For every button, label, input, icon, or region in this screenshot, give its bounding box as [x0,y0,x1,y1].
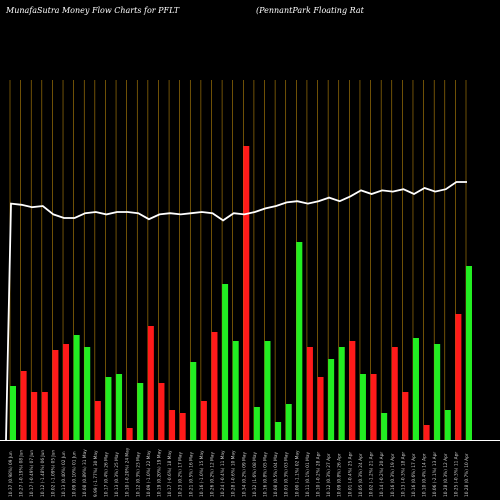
x-tick-label: 10.28 (-0.6%) 10 May [231,450,237,497]
x-tick-label: 10.26 (0.2%) 12 May [210,452,216,497]
x-tick-label: 10.17 (-0.6%) 18 May [167,450,173,497]
x-tick-label: 10.10 (-0.2%) 28 Apr [316,452,322,497]
x-tick-label: 10.02 (-1.2%) 21 Apr [369,452,375,497]
x-tick-label: 9.99 (-1.77%) 30 May [93,450,99,497]
x-tick-label: 10.28 (0.7%) 10 Apr [464,453,470,497]
x-tick-label: 10.16 (0.8%) 05 May [263,452,269,497]
x-tick-labels: 10.37 (0.98%) 09 Jun 10.27 (-0.19%) 08 Ju… [8,447,470,497]
x-tick-label: 10.09 (0.10%) 01 Jun [72,451,78,497]
money-flow-bar [84,347,91,440]
money-flow-bar [455,314,462,440]
money-flow-bar [402,392,409,440]
x-tick-label: 10.27 (-0.19%) 08 Jun [19,450,25,497]
money-flow-bar [285,404,292,440]
x-tick-label: 10.19 (0.20%) 19 May [157,449,163,497]
x-tick-label: 10.13 (0.3%) 25 May [114,452,120,497]
money-flow-bar [381,413,388,440]
x-tick-label: 10.00 (-1.1%) 02 May [294,450,300,497]
x-tick-label: 10.14 (-0.2%) 20 Apr [379,452,385,497]
money-flow-bar [466,266,472,440]
money-flow-bar [137,383,144,440]
money-flow-bar [63,344,70,440]
x-tick-label: 10.32 (1.6%) 08 May [252,452,258,497]
money-flow-bar [370,374,377,440]
x-tick-label: 10.02 (-1.09%) 05 Jun [50,450,56,497]
money-flow-bar [20,371,27,440]
x-tick-label: 10.28 (0.3%) 12 Apr [443,453,449,497]
company-name: (PennantPark Floating Rat [256,6,364,15]
money-flow-bar [296,242,303,440]
x-tick-label: 10.01 (-0.4%) 25 Apr [347,452,353,497]
price-line-path [5,181,467,441]
money-flow-bar [158,383,165,440]
money-flow-bar [232,341,239,440]
money-flow-bar [200,401,207,440]
x-tick-label: 10.21 (0.5%) 16 May [188,452,194,497]
money-flow-bar [222,284,229,440]
x-tick-label: 10.16 (0.6%) 17 Apr [411,453,417,497]
chart-header: MunafaSutra Money Flow Charts for PFLT (… [0,0,500,24]
x-tick-label: 10.13 (0.40%) 02 Jun [61,451,67,497]
money-flow-bar [31,392,38,440]
x-tick-label: 10.17 (-0.49%) 07 Jun [29,450,35,497]
x-tick-label: 10.12 (0.3%) 27 Apr [326,453,332,497]
x-tick-label: 10.13 (-0.3%) 18 Apr [400,452,406,497]
money-flow-bar [94,401,101,440]
x-tick-label: 10.10 (-0.20%) 24 May [125,447,131,497]
x-tick-label: 10.11 (0.1%) 01 May [305,452,311,497]
x-tick-label: 10.09 (0.8%) 26 Apr [337,453,343,497]
price-line [5,181,467,441]
money-flow-bar [328,359,335,440]
chart-title: MunafaSutra Money Flow Charts for PFLT [6,6,180,15]
x-tick-label: 10.12 (-1.48%) 06 Jun [40,450,46,497]
x-tick-label: 10.08 (0.89%) 31 May [82,449,88,497]
x-tick-label: 10.16 (-1.0%) 15 May [199,450,205,497]
money-flow-bar [264,341,271,440]
money-flow-bar [179,413,186,440]
x-tick-label: 10.16 (0.3%) 19 Apr [390,453,396,497]
money-flow-bar [10,386,16,440]
money-flow-bar [391,347,398,440]
money-flow-bar [243,146,250,440]
money-flow-bar [105,377,112,440]
money-flow-bar [73,335,80,440]
grid-lines [9,80,467,440]
x-tick-label: 10.23 (0.2%) 17 May [178,452,184,497]
x-tick-label: 10.08 (0.5%) 04 May [273,452,279,497]
money-flow-bar [169,410,176,440]
x-tick-label: 10.03 (0.3%) 03 May [284,452,290,497]
x-tick-label: 10.06 (-2.1%) 13 Apr [432,452,438,497]
money-flow-bar [349,341,356,440]
money-flow-bar [126,428,133,440]
x-tick-label: 10.09 (-1.0%) 22 May [146,450,152,497]
x-tick-label: 10.10 (0.4%) 14 Apr [422,453,428,497]
money-flow-bar [147,326,154,440]
money-flow-bar [41,392,48,440]
money-flow-bar [317,377,324,440]
money-flow-bar [359,374,366,440]
x-tick-label: 10.12 (0.3%) 23 May [135,452,141,497]
x-tick-label: 10.17 (0.4%) 26 May [103,452,109,497]
money-flow-bar [211,332,218,440]
money-flow-bar [434,344,441,440]
money-flow-bar [306,347,313,440]
x-tick-label: 10.37 (0.98%) 09 Jun [8,451,14,497]
money-flow-bar [116,374,123,440]
money-flow-bar [412,338,419,440]
money-flow-bar [253,407,260,440]
money-flow-bar [423,425,430,440]
money-flow-bar [338,347,345,440]
money-flow-bar [275,422,282,440]
bar-series [10,146,472,440]
x-tick-label: 10.25 (-0.3%) 11 Apr [453,452,459,497]
money-flow-bar [52,350,59,440]
money-flow-bar [444,410,451,440]
x-tick-label: 10.34 (0.2%) 09 May [241,452,247,497]
x-tick-label: 10.24 (-0.4%) 11 May [220,450,226,497]
money-flow-bar [190,362,197,440]
x-tick-label: 10.05 (0.3%) 24 Apr [358,453,364,497]
